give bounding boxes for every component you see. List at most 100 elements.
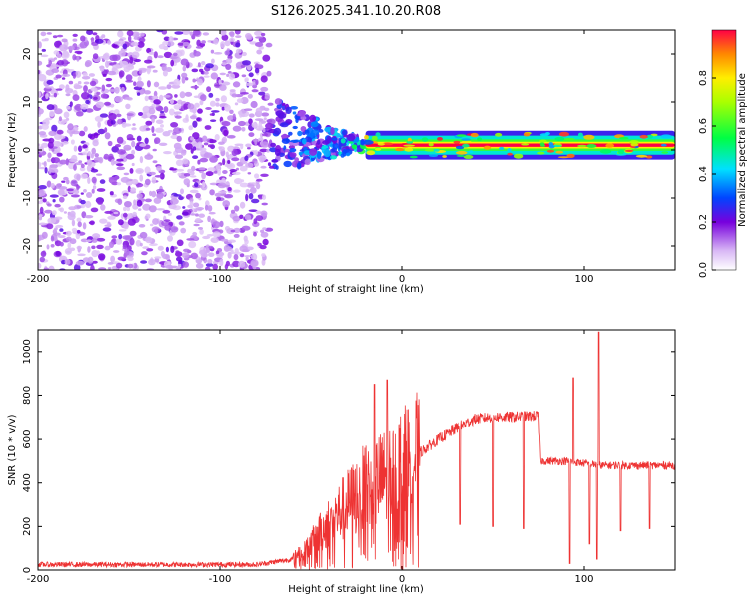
spectrogram-cell <box>59 241 64 247</box>
spectrogram-cell <box>207 205 213 212</box>
spectrogram-cell <box>95 101 105 109</box>
spectrogram-cell <box>123 66 131 73</box>
spectrogram-cell <box>96 250 100 256</box>
spectrogram-cell <box>44 86 53 89</box>
spectrogram-cell <box>58 135 66 139</box>
spectrogram-cell <box>163 94 171 98</box>
spectrogram-line-band <box>365 143 675 147</box>
spectrogram-cell <box>456 154 466 157</box>
snr-x-axis-label: Height of straight line (km) <box>288 584 424 595</box>
spectrogram-cell <box>554 136 565 142</box>
spectrogram-cell <box>227 71 232 74</box>
y-tick-label: -20 <box>22 238 33 254</box>
spectrogram-cell <box>46 244 50 250</box>
spectrogram-cell <box>46 158 52 163</box>
spectrogram-cell <box>107 70 117 76</box>
spectrogram-cell <box>161 64 167 72</box>
spectrogram-cell <box>188 125 193 131</box>
spectrogram-x-ticks: -200 -100 0 100 <box>27 30 594 285</box>
spectrogram-cell <box>144 215 148 220</box>
spectrogram-cell <box>228 146 234 152</box>
spectrogram-cell <box>38 234 42 242</box>
spectrogram-cell <box>200 94 207 102</box>
spectrogram-cell <box>231 157 240 162</box>
spectrogram-cell <box>118 233 123 240</box>
spectrogram-cell <box>238 260 246 268</box>
spectrogram-cell <box>42 138 52 142</box>
spectrogram-cell <box>563 137 575 141</box>
spectrogram-cell <box>91 167 95 171</box>
y-tick-label: 800 <box>22 386 33 405</box>
spectrogram-cell <box>577 144 587 148</box>
spectrogram-cell <box>87 151 92 157</box>
spectrogram-cell <box>146 80 151 88</box>
spectrogram-cell <box>91 176 97 184</box>
spectrogram-cell <box>189 31 193 36</box>
spectrogram-cell <box>229 109 234 115</box>
spectrogram-cell <box>212 221 221 229</box>
spectrogram-cell <box>382 142 394 146</box>
colorbar: 0.0 0.2 0.4 0.6 0.8 Normalized spectral ampl… <box>698 29 748 278</box>
spectrogram-cell <box>180 227 187 234</box>
spectrogram-cell <box>290 106 298 110</box>
spectrogram-cell <box>191 68 199 73</box>
spectrogram-cell <box>132 203 139 210</box>
spectrogram-cell <box>537 151 545 155</box>
spectrogram-cell <box>94 115 104 122</box>
spectrogram-cell <box>68 45 75 51</box>
spectrogram-cell <box>225 63 232 70</box>
spectrogram-cell <box>41 48 46 52</box>
spectrogram-cell <box>262 238 269 246</box>
spectrogram-cell <box>257 242 262 247</box>
spectrogram-cell <box>131 149 136 155</box>
spectrogram-cell <box>49 110 55 117</box>
y-tick-label: 10 <box>22 96 33 109</box>
spectrogram-cell <box>289 148 297 153</box>
spectrogram-cell <box>456 134 467 137</box>
spectrogram-cell <box>46 79 54 85</box>
spectrogram-cell <box>194 182 199 188</box>
spectrogram-cell <box>245 188 251 194</box>
spectrogram-cell <box>122 195 128 200</box>
spectrogram-cell <box>302 138 307 145</box>
spectrogram-cell <box>151 117 155 124</box>
spectrogram-cell <box>97 201 103 205</box>
spectrogram-cell <box>64 259 71 265</box>
spectrogram-cell <box>259 245 267 250</box>
spectrogram-x-axis-label: Height of straight line (km) <box>288 284 424 295</box>
spectrogram-cell <box>646 134 653 139</box>
spectrogram-cell <box>225 151 229 158</box>
spectrogram-cell <box>98 267 107 270</box>
spectrogram-cell <box>245 193 249 202</box>
spectrogram-cell <box>660 143 667 147</box>
spectrogram-cell <box>546 149 555 153</box>
spectrogram-cell <box>301 163 305 168</box>
spectrogram-cell <box>495 132 503 137</box>
spectrogram-cell <box>231 171 241 176</box>
spectrogram-cell <box>605 143 614 148</box>
spectrogram-cell <box>248 72 254 78</box>
spectrogram-cell <box>90 207 99 213</box>
spectrogram-cell <box>120 60 129 68</box>
spectrogram-cell <box>181 30 191 35</box>
spectrogram-cell <box>107 140 113 147</box>
spectrogram-cell <box>155 127 164 133</box>
spectrogram-cell <box>98 156 104 164</box>
spectrogram-cell <box>239 214 244 219</box>
spectrogram-cell <box>174 154 184 159</box>
spectrogram-cell <box>131 51 140 59</box>
spectrogram-cell <box>96 244 104 250</box>
spectrogram-cell <box>338 142 342 150</box>
spectrogram-cell <box>54 203 61 208</box>
spectrogram-cell <box>214 192 223 197</box>
spectrogram-cell <box>99 179 106 184</box>
spectrogram-cell <box>221 136 227 144</box>
spectrogram-cell <box>245 246 254 251</box>
spectrogram-cell <box>617 149 624 155</box>
spectrogram-cell <box>167 212 172 216</box>
spectrogram-cell <box>241 127 246 132</box>
spectrogram-cell <box>108 177 117 184</box>
spectrogram-cell <box>122 244 128 250</box>
spectrogram-cell <box>630 145 636 148</box>
spectrogram-cell <box>206 234 214 237</box>
